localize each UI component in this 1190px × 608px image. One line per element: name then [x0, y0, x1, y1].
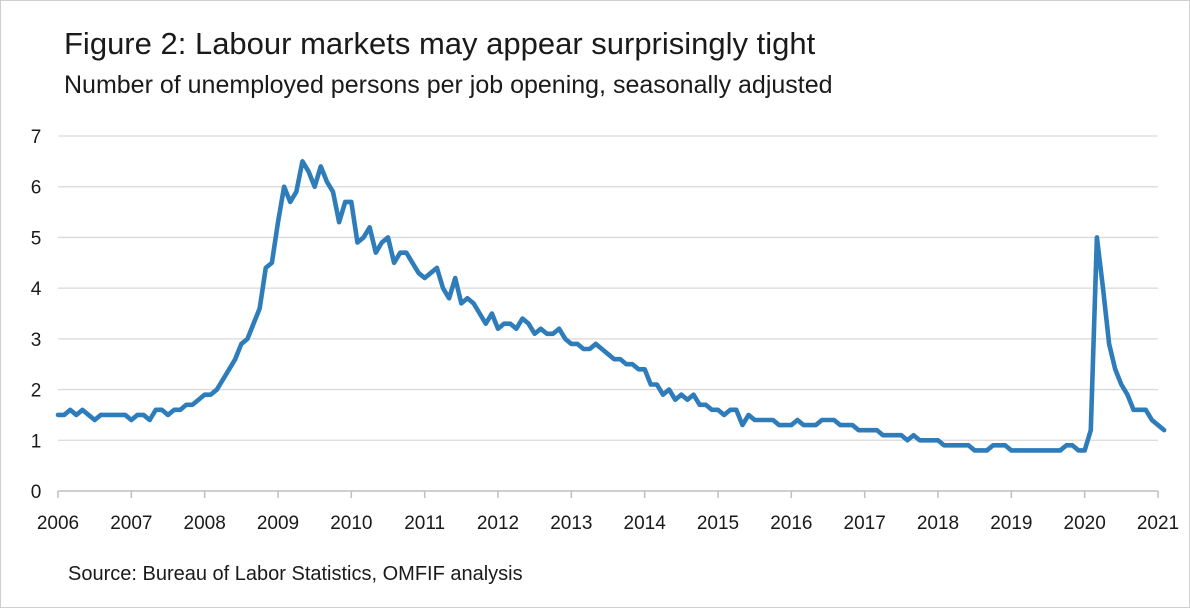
x-tick-label-2011: 2011 [404, 513, 445, 534]
chart-title: Figure 2: Labour markets may appear surp… [64, 26, 816, 61]
x-axis [57, 490, 1159, 498]
chart-subtitle: Number of unemployed persons per job ope… [64, 71, 833, 99]
y-tick-label-2: 2 [31, 381, 42, 402]
x-tick-label-2012: 2012 [477, 513, 519, 534]
y-tick-label-4: 4 [31, 279, 42, 300]
gridlines [58, 135, 1158, 441]
y-tick-label-3: 3 [31, 330, 42, 351]
x-tick-label-2010: 2010 [330, 513, 372, 534]
x-tick-label-2014: 2014 [624, 513, 667, 534]
x-tick-label-2017: 2017 [844, 513, 886, 534]
y-tick-label-7: 7 [31, 127, 42, 148]
y-tick-label-0: 0 [31, 482, 42, 503]
x-axis-tick-labels: 2006 2007 2008 2009 2010 2011 2012 2013 2014 2015… [37, 513, 1179, 534]
source-note: Source: Bureau of Labor Statistics, OMFI… [68, 563, 523, 585]
x-tick-label-2015: 2015 [697, 513, 739, 534]
x-tick-label-2018: 2018 [917, 513, 959, 534]
x-tick-label-2006: 2006 [37, 513, 79, 534]
series-line-0 [55, 159, 1167, 453]
x-tick-label-2013: 2013 [550, 513, 592, 534]
x-tick-label-2007: 2007 [110, 513, 152, 534]
x-tick-label-2016: 2016 [770, 513, 812, 534]
y-tick-label-5: 5 [31, 228, 42, 249]
x-tick-label-2009: 2009 [257, 513, 299, 534]
x-tick-label-2021: 2021 [1137, 513, 1179, 534]
x-tick-label-2020: 2020 [1064, 513, 1106, 534]
x-tick-label-2008: 2008 [184, 513, 226, 534]
y-tick-label-6: 6 [31, 178, 42, 199]
y-axis-tick-labels: 0 1 2 3 4 5 6 7 [31, 127, 42, 503]
x-tick-label-2019: 2019 [990, 513, 1032, 534]
y-tick-label-1: 1 [31, 431, 42, 452]
series-group [55, 159, 1167, 453]
